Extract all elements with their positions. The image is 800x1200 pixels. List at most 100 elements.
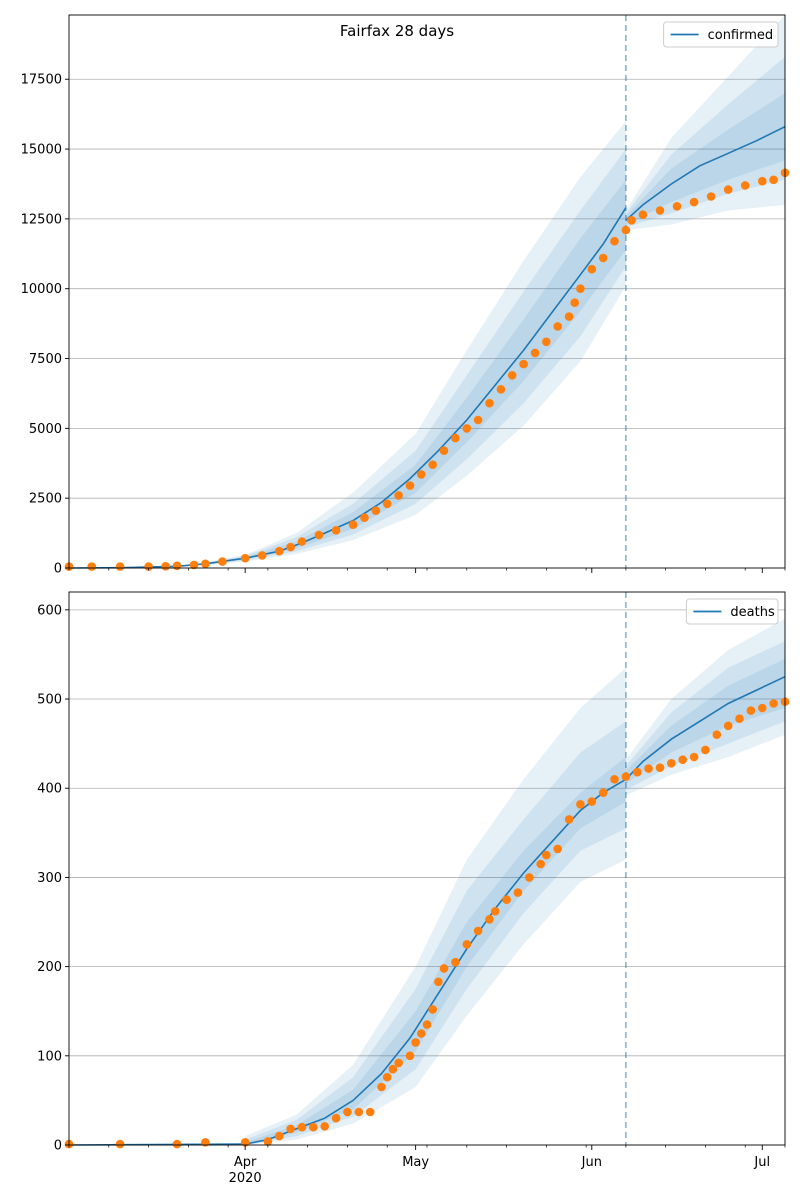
observed-point	[672, 202, 682, 211]
observed-point	[723, 185, 733, 194]
confirmed-panel: 0 2500 5000 7500 10000 12500 15000 17500 confirm…	[21, 14, 790, 577]
observed-point	[553, 844, 562, 854]
observed-point	[706, 192, 716, 201]
legend-box	[663, 21, 779, 48]
observed-point	[638, 210, 648, 219]
uncertainty-band-mid	[625, 641, 785, 790]
chart-title: Fairfax 28 days	[340, 22, 454, 40]
observed-point	[758, 703, 767, 713]
observed-point	[286, 1124, 295, 1134]
observed-point	[542, 337, 551, 347]
observed-point	[144, 562, 153, 571]
observed-point	[587, 264, 597, 274]
observed-point	[405, 481, 415, 490]
observed-point	[382, 1072, 392, 1082]
observed-point	[240, 1138, 250, 1147]
x-tick-label: Apr	[234, 1155, 257, 1170]
model-line-forecast	[625, 675, 786, 780]
observed-point	[394, 491, 403, 500]
observed-point	[621, 225, 631, 235]
observed-point	[735, 714, 744, 723]
uncertainty-band-outer	[205, 121, 626, 566]
y-tick-label: 15000	[21, 143, 62, 158]
observed-point	[473, 926, 483, 936]
observed-point	[655, 206, 665, 215]
x-tick-sublabel: 2020	[229, 1171, 262, 1186]
observed-point	[439, 446, 449, 456]
observed-point	[610, 775, 619, 784]
y-tick-label: 400	[37, 782, 62, 797]
observed-point	[331, 526, 341, 535]
observed-point	[320, 1122, 330, 1131]
observed-point	[473, 415, 483, 425]
observed-point	[701, 745, 710, 755]
observed-point	[417, 1029, 426, 1038]
y-tick-label: 600	[37, 603, 62, 618]
observed-point	[257, 551, 267, 560]
observed-point	[201, 559, 210, 569]
observed-point	[740, 181, 750, 190]
observed-point	[382, 499, 392, 509]
observed-point	[394, 1058, 403, 1068]
observed-point	[507, 371, 517, 380]
observed-point	[297, 537, 307, 546]
observed-point	[189, 560, 199, 570]
observed-point	[598, 253, 608, 263]
observed-point	[576, 284, 585, 294]
observed-point	[644, 764, 653, 773]
observed-point	[576, 800, 585, 809]
observed-point	[411, 1038, 420, 1047]
observed-point	[655, 763, 665, 772]
observed-point	[331, 1113, 341, 1123]
y-tick-label: 12500	[21, 212, 62, 227]
observed-point	[428, 460, 438, 470]
observed-point	[439, 964, 449, 973]
observed-point	[275, 546, 284, 556]
y-tick-label: 0	[54, 1139, 62, 1154]
observed-point	[360, 513, 369, 522]
y-tick-label: 5000	[29, 422, 62, 437]
observed-point	[485, 398, 494, 408]
uncertainty-band-mid	[205, 149, 626, 565]
legend: deaths	[685, 598, 779, 625]
legend: confirmed	[663, 21, 779, 48]
observed-point	[570, 298, 579, 308]
uncertainty-band-outer	[625, 618, 785, 796]
observed-point	[530, 348, 540, 358]
observed-point	[564, 312, 574, 321]
observed-point	[519, 359, 528, 369]
observed-point	[525, 873, 534, 882]
observed-point	[434, 977, 443, 987]
observed-point	[633, 767, 642, 777]
observed-point	[758, 176, 767, 186]
observed-point	[218, 557, 227, 566]
observed-point	[490, 907, 500, 916]
observed-point	[422, 1020, 432, 1029]
observed-point	[621, 772, 631, 781]
uncertainty-band-inner	[205, 179, 626, 565]
observed-point	[240, 553, 250, 563]
observed-point	[598, 788, 608, 797]
observed-point	[542, 850, 551, 860]
observed-point	[627, 216, 636, 225]
observed-point	[201, 1138, 210, 1147]
observed-point	[769, 699, 778, 708]
observed-point	[371, 506, 381, 515]
observed-point	[689, 752, 699, 762]
y-tick-label: 0	[54, 562, 62, 577]
observed-point	[314, 530, 324, 540]
observed-point	[172, 561, 182, 571]
observed-point	[161, 562, 170, 571]
y-tick-label: 500	[37, 693, 62, 708]
observed-point	[343, 1107, 352, 1117]
x-tick-label: Jun	[581, 1155, 602, 1170]
observed-point	[564, 815, 574, 824]
uncertainty-band-outer	[625, 15, 785, 231]
observed-point	[746, 706, 756, 715]
uncertainty-band-inner	[245, 757, 626, 1145]
observed-point	[354, 1107, 364, 1117]
y-tick-label: 300	[37, 871, 62, 886]
observed-point	[451, 433, 460, 443]
observed-point	[428, 1005, 438, 1014]
